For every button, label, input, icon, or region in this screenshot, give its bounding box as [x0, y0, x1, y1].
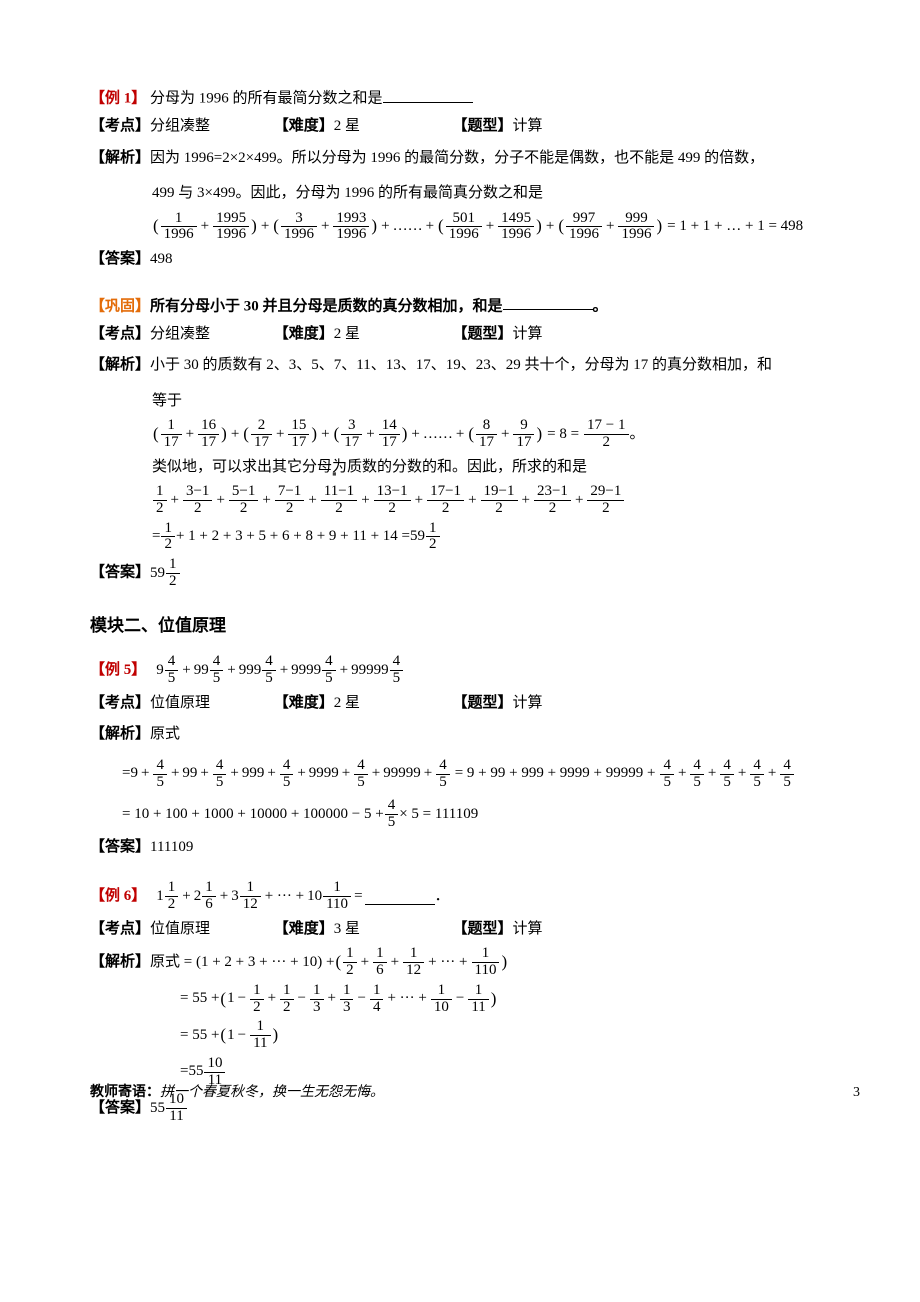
meta-type: 计算 — [513, 695, 543, 711]
analysis-label: 【解析】 — [90, 726, 150, 742]
ans-num: 1 — [166, 557, 180, 573]
problem-6-meta: 【考点】位值原理 【难度】3 星 【题型】计算 — [90, 917, 860, 943]
analysis-label: 【解析】 — [90, 357, 150, 373]
page: 【例 1】 分母为 1996 的所有最简分数之和是 【考点】分组凑整 【难度】2… — [0, 0, 920, 1145]
problem-6-expression: 112+216+3112+ ··· +101110= ． — [156, 880, 449, 913]
meta-diff: 2 星 — [334, 695, 360, 711]
blank-line — [383, 85, 473, 103]
section-2-title: 模块二、位值原理 — [90, 612, 860, 641]
title-tail: 。 — [593, 298, 608, 314]
blank-line — [503, 293, 593, 311]
meta-diff-label: 【难度】 — [274, 695, 334, 711]
problem-5-analysis: 【解析】原式 — [90, 722, 860, 748]
meta-type: 计算 — [513, 326, 543, 342]
page-footer: 教师寄语：拼一个春夏秋冬，换一生无怨无悔。 3 — [90, 1081, 860, 1105]
meta-type: 计算 — [513, 921, 543, 937]
page-number: 3 — [853, 1081, 860, 1105]
problem-1-meta: 【考点】分组凑整 【难度】2 星 【题型】计算 — [90, 114, 860, 140]
problem-2-sum-line-2: = 12+ 1 + 2 + 3 + 5 + 6 + 8 + 9 + 11 + 1… — [152, 521, 860, 554]
problem-5-line-2: = 10 + 100 + 1000 + 10000 + 100000 − 5 +… — [122, 798, 860, 831]
step4-num: 10 — [204, 1056, 225, 1072]
step3-pre: = 55 + — [180, 1023, 219, 1049]
similar-line: 类似地，可以求出其它分母为质数的分数的和。因此，所求的和是 — [152, 455, 860, 481]
problem-2-answer: 【答案】5912 — [90, 557, 860, 590]
meta-point-label: 【考点】 — [90, 118, 150, 134]
problem-2-meta: 【考点】分组凑整 【难度】2 星 【题型】计算 — [90, 322, 860, 348]
meta-point-label: 【考点】 — [90, 695, 150, 711]
problem-2-body: 等于 (117+1617)+(217+1517)+(317+1417)+……+(… — [152, 389, 860, 554]
problem-5: 【例 5】 945+9945+99945+999945+9999945 【考点】… — [90, 654, 860, 860]
meta-point-label: 【考点】 — [90, 921, 150, 937]
step1-pre: 原式 = (1 + 2 + 3 + ··· + 10) + — [150, 950, 334, 976]
problem-tag: 【例 5】 — [90, 658, 146, 684]
answer-value: 498 — [150, 251, 173, 267]
answer-label: 【答案】 — [90, 839, 150, 855]
problem-1-answer: 【答案】498 — [90, 247, 860, 273]
answer-label: 【答案】 — [90, 251, 150, 267]
problem-tag: 【例 1】 — [90, 91, 146, 107]
meta-diff: 2 星 — [334, 118, 360, 134]
problem-6-step-3: = 55 + ( 1 − 111 ) — [180, 1019, 860, 1052]
footer-text: 拼一个春夏秋冬，换一生无怨无悔。 — [160, 1085, 384, 1100]
problem-5-line-1: = 9+45+99+45+999+45+9999+45+99999+45= 9 … — [122, 758, 860, 791]
meta-type: 计算 — [513, 118, 543, 134]
meta-type-label: 【题型】 — [453, 326, 513, 342]
problem-1-equation: (11996+19951996)+(31996+19931996)+……+(50… — [152, 211, 860, 244]
ans-den: 11 — [166, 1108, 187, 1125]
meta-type-label: 【题型】 — [453, 118, 513, 134]
meta-point-label: 【考点】 — [90, 326, 150, 342]
answer-value: 111109 — [150, 839, 193, 855]
problem-1-analysis: 【解析】因为 1996=2×2×499。所以分母为 1996 的最简分数，分子不… — [90, 146, 860, 172]
problem-6-title: 【例 6】 112+216+3112+ ··· +101110= ． — [90, 880, 860, 913]
problem-2-eq-17: (117+1617)+(217+1517)+(317+1417)+……+(817… — [152, 418, 860, 451]
step3-one: 1 — [227, 1023, 235, 1049]
analysis-line-1: 小于 30 的质数有 2、3、5、7、11、13、17、19、23、29 共十个… — [150, 357, 772, 373]
meta-point: 位值原理 — [150, 695, 210, 711]
problem-2-analysis: 【解析】小于 30 的质数有 2、3、5、7、11、13、17、19、23、29… — [90, 353, 860, 379]
problem-6-step-2: = 55 + (1−12+12−13+13−14+ ··· +110−111) — [180, 983, 860, 1016]
problem-5-title: 【例 5】 945+9945+99945+999945+9999945 — [90, 654, 860, 687]
problem-5-expression: 945+9945+99945+999945+9999945 — [156, 654, 404, 687]
center-marker: ▪ — [332, 463, 337, 485]
meta-diff-label: 【难度】 — [274, 118, 334, 134]
problem-6-step-1: 【解析】 原式 = (1 + 2 + 3 + ··· + 10) + ( 12+… — [90, 946, 860, 979]
meta-diff: 2 星 — [334, 326, 360, 342]
step3-num: 1 — [250, 1019, 270, 1035]
problem-5-body: = 9+45+99+45+999+45+9999+45+99999+45= 9 … — [152, 758, 860, 831]
analysis-label: 【解析】 — [90, 150, 150, 166]
meta-diff-label: 【难度】 — [274, 921, 334, 937]
meta-point: 位值原理 — [150, 921, 210, 937]
problem-5-meta: 【考点】位值原理 【难度】2 星 【题型】计算 — [90, 691, 860, 717]
title-text: 所有分母小于 30 并且分母是质数的真分数相加，和是 — [150, 298, 503, 314]
meta-point: 分组凑整 — [150, 326, 210, 342]
analysis-label: 【解析】 — [90, 950, 150, 976]
title-text: 分母为 1996 的所有最简分数之和是 — [150, 91, 383, 107]
problem-tag: 【例 6】 — [90, 884, 146, 910]
meta-diff-label: 【难度】 — [274, 326, 334, 342]
problem-2-sum-line-1: 12+3−12+5−12+7−12+11−12+13−12+17−12+19−1… — [152, 484, 860, 517]
problem-2-title: 【巩固】所有分母小于 30 并且分母是质数的真分数相加，和是 。 — [90, 293, 860, 320]
analysis-line-1: 因为 1996=2×2×499。所以分母为 1996 的最简分数，分子不能是偶数… — [150, 150, 764, 166]
problem-1-title: 【例 1】 分母为 1996 的所有最简分数之和是 — [90, 85, 860, 112]
meta-type-label: 【题型】 — [453, 695, 513, 711]
answer-label: 【答案】 — [90, 565, 150, 581]
meta-type-label: 【题型】 — [453, 921, 513, 937]
analysis-line-2: 499 与 3×499。因此，分母为 1996 的所有最简真分数之和是 — [152, 181, 860, 207]
problem-1-body: 499 与 3×499。因此，分母为 1996 的所有最简真分数之和是 (119… — [152, 181, 860, 243]
analysis-head: 原式 — [150, 726, 180, 742]
meta-point: 分组凑整 — [150, 118, 210, 134]
meta-diff: 3 星 — [334, 921, 360, 937]
problem-5-answer: 【答案】111109 — [90, 835, 860, 861]
problem-1: 【例 1】 分母为 1996 的所有最简分数之和是 【考点】分组凑整 【难度】2… — [90, 85, 860, 273]
analysis-line-2: 等于 — [152, 389, 860, 415]
ans-den: 2 — [166, 573, 180, 590]
step3-den: 11 — [250, 1035, 270, 1052]
footer-label: 教师寄语： — [90, 1085, 160, 1100]
problem-2: 【巩固】所有分母小于 30 并且分母是质数的真分数相加，和是 。 【考点】分组凑整… — [90, 293, 860, 590]
ans-whole: 59 — [150, 561, 165, 587]
step1-fracs: 12+16+112+ ··· +1110 — [342, 946, 500, 979]
problem-tag: 【巩固】 — [90, 298, 150, 314]
